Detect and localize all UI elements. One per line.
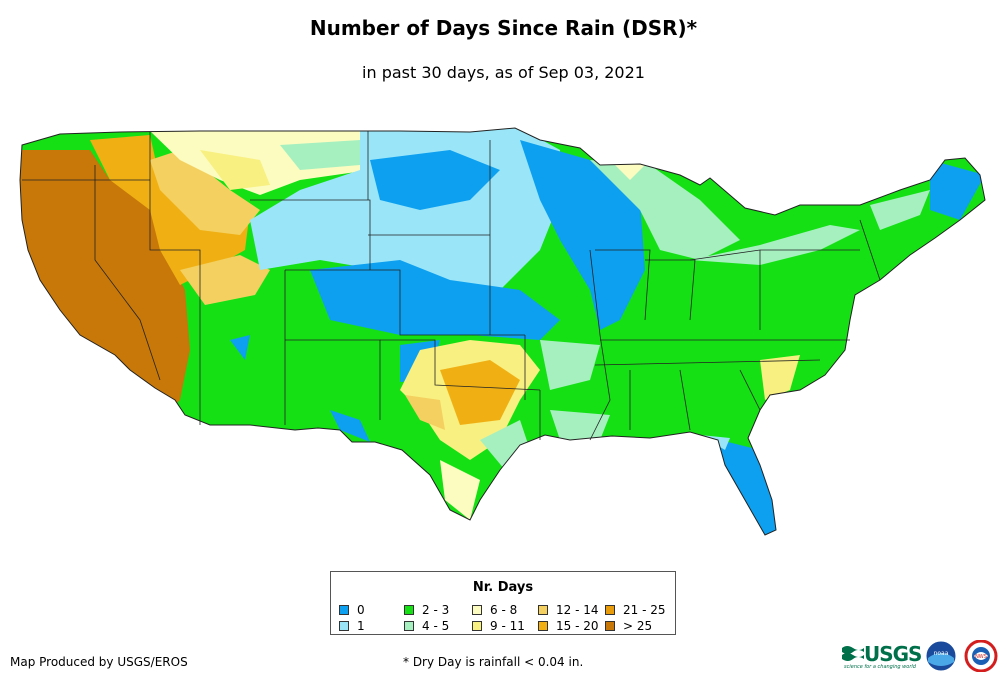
legend-item-8: 21 - 25 xyxy=(605,603,666,617)
legend-label: 21 - 25 xyxy=(623,603,666,617)
legend-item-6: 12 - 14 xyxy=(538,603,599,617)
nws-logo-text: NWS xyxy=(975,654,987,660)
legend-label: 0 xyxy=(357,603,365,617)
legend-swatch xyxy=(339,605,349,615)
map-credit: Map Produced by USGS/EROS xyxy=(10,655,188,669)
legend-item-3: 4 - 5 xyxy=(404,619,449,633)
noaa-logo: noaa xyxy=(925,640,957,672)
map-title: Number of Days Since Rain (DSR)* xyxy=(309,16,698,40)
legend-swatch xyxy=(605,621,615,631)
usgs-wordmark: USGS xyxy=(864,642,922,666)
legend-label: 12 - 14 xyxy=(556,603,599,617)
legend-item-2: 2 - 3 xyxy=(404,603,449,617)
legend-swatch xyxy=(404,605,414,615)
legend-item-7: 15 - 20 xyxy=(538,619,599,633)
legend-label: 1 xyxy=(357,619,365,633)
legend-swatch xyxy=(605,605,615,615)
legend-label: 15 - 20 xyxy=(556,619,599,633)
legend-item-5: 9 - 11 xyxy=(472,619,525,633)
legend-item-1: 1 xyxy=(339,619,365,633)
legend-swatch xyxy=(472,621,482,631)
nws-logo: NWS xyxy=(964,640,998,672)
usgs-wave-icon xyxy=(842,646,864,661)
map-legend: Nr. Days 0 1 2 - 3 4 - 5 6 - 8 9 - 11 12… xyxy=(330,571,676,635)
noaa-logo-text: noaa xyxy=(934,650,949,657)
map-subtitle: in past 30 days, as of Sep 03, 2021 xyxy=(362,63,645,82)
legend-swatch xyxy=(538,605,548,615)
usgs-logo: USGS xyxy=(842,642,922,666)
legend-title: Nr. Days xyxy=(472,580,534,595)
legend-item-9: > 25 xyxy=(605,619,652,633)
dsr-map xyxy=(19,127,986,536)
legend-swatch xyxy=(339,621,349,631)
legend-label: 6 - 8 xyxy=(490,603,518,617)
usgs-tagline: science for a changing world xyxy=(844,664,916,670)
legend-swatch xyxy=(404,621,414,631)
legend-label: 2 - 3 xyxy=(422,603,450,617)
legend-label: 9 - 11 xyxy=(490,619,525,633)
legend-item-0: 0 xyxy=(339,603,365,617)
legend-item-4: 6 - 8 xyxy=(472,603,517,617)
legend-swatch xyxy=(472,605,482,615)
legend-label: > 25 xyxy=(623,619,653,633)
legend-swatch xyxy=(538,621,548,631)
legend-label: 4 - 5 xyxy=(422,619,450,633)
map-footnote: * Dry Day is rainfall < 0.04 in. xyxy=(403,655,584,669)
